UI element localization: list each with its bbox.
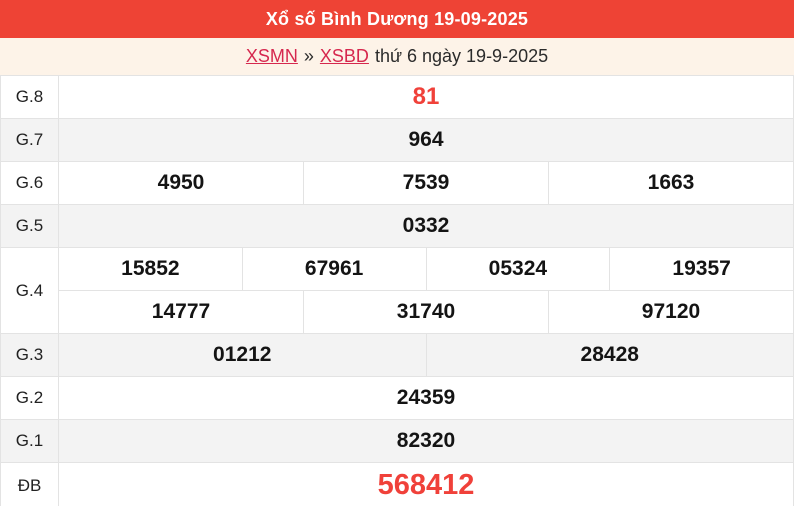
prize-value: 0332 <box>58 204 794 248</box>
prize-label-g5: G.5 <box>0 204 59 248</box>
breadcrumb-date: thứ 6 ngày 19-9-2025 <box>374 46 549 66</box>
prize-label-b: ĐB <box>0 462 59 506</box>
prize-row-g3: G.3 01212 28428 <box>0 333 794 377</box>
prize-value: 67961 <box>241 247 427 291</box>
prize-value: 01212 <box>58 333 427 377</box>
lottery-results-table: G.8 81 G.7 964 G.6 4950 7539 1663 G.5 0332 G.4 1585… <box>0 75 794 506</box>
prize-row-g4-1: G.4 15852 67961 05324 19357 <box>0 247 794 334</box>
prize-value: 15852 <box>58 247 243 291</box>
prize-value: 31740 <box>303 290 549 334</box>
prize-row-g8: G.8 81 <box>0 75 794 119</box>
breadcrumb-link-xsmn[interactable]: XSMN <box>245 46 298 66</box>
prize-row-g2: G.2 24359 <box>0 376 794 420</box>
prize-label-g2: G.2 <box>0 376 59 420</box>
prize-value: 05324 <box>425 247 611 291</box>
prize-value: 97120 <box>548 290 794 334</box>
prize-row-g5: G.5 0332 <box>0 204 794 248</box>
prize-label-g7: G.7 <box>0 118 59 162</box>
prize-row-g1: G.1 82320 <box>0 419 794 463</box>
page-header: Xổ số Bình Dương 19-09-2025 <box>0 0 794 38</box>
prize-value: 24359 <box>58 376 794 420</box>
prize-value: 19357 <box>609 247 794 291</box>
breadcrumb-separator: » <box>303 46 314 66</box>
breadcrumb: XSMN » XSBD thứ 6 ngày 19-9-2025 <box>0 38 794 75</box>
prize-label-g1: G.1 <box>0 419 59 463</box>
prize-row-g7: G.7 964 <box>0 118 794 162</box>
prize-row-b: ĐB 568412 <box>0 462 794 506</box>
prize-label-g6: G.6 <box>0 161 59 205</box>
prize-value: 28428 <box>425 333 794 377</box>
prize-label-g4: G.4 <box>0 247 59 334</box>
prize-value: 82320 <box>58 419 794 463</box>
page-title: Xổ số Bình Dương 19-09-2025 <box>265 8 529 29</box>
prize-value: 7539 <box>303 161 549 205</box>
prize-value: 81 <box>58 75 794 119</box>
prize-value: 14777 <box>58 290 304 334</box>
prize-label-g3: G.3 <box>0 333 59 377</box>
prize-value: 568412 <box>58 462 794 506</box>
prize-value: 1663 <box>548 161 794 205</box>
prize-row-g6: G.6 4950 7539 1663 <box>0 161 794 205</box>
prize-value: 4950 <box>58 161 304 205</box>
breadcrumb-link-xsbd[interactable]: XSBD <box>319 46 369 66</box>
prize-value: 964 <box>58 118 794 162</box>
prize-row-g4-2: 14777 31740 97120 <box>0 290 794 334</box>
prize-label-g8: G.8 <box>0 75 59 119</box>
